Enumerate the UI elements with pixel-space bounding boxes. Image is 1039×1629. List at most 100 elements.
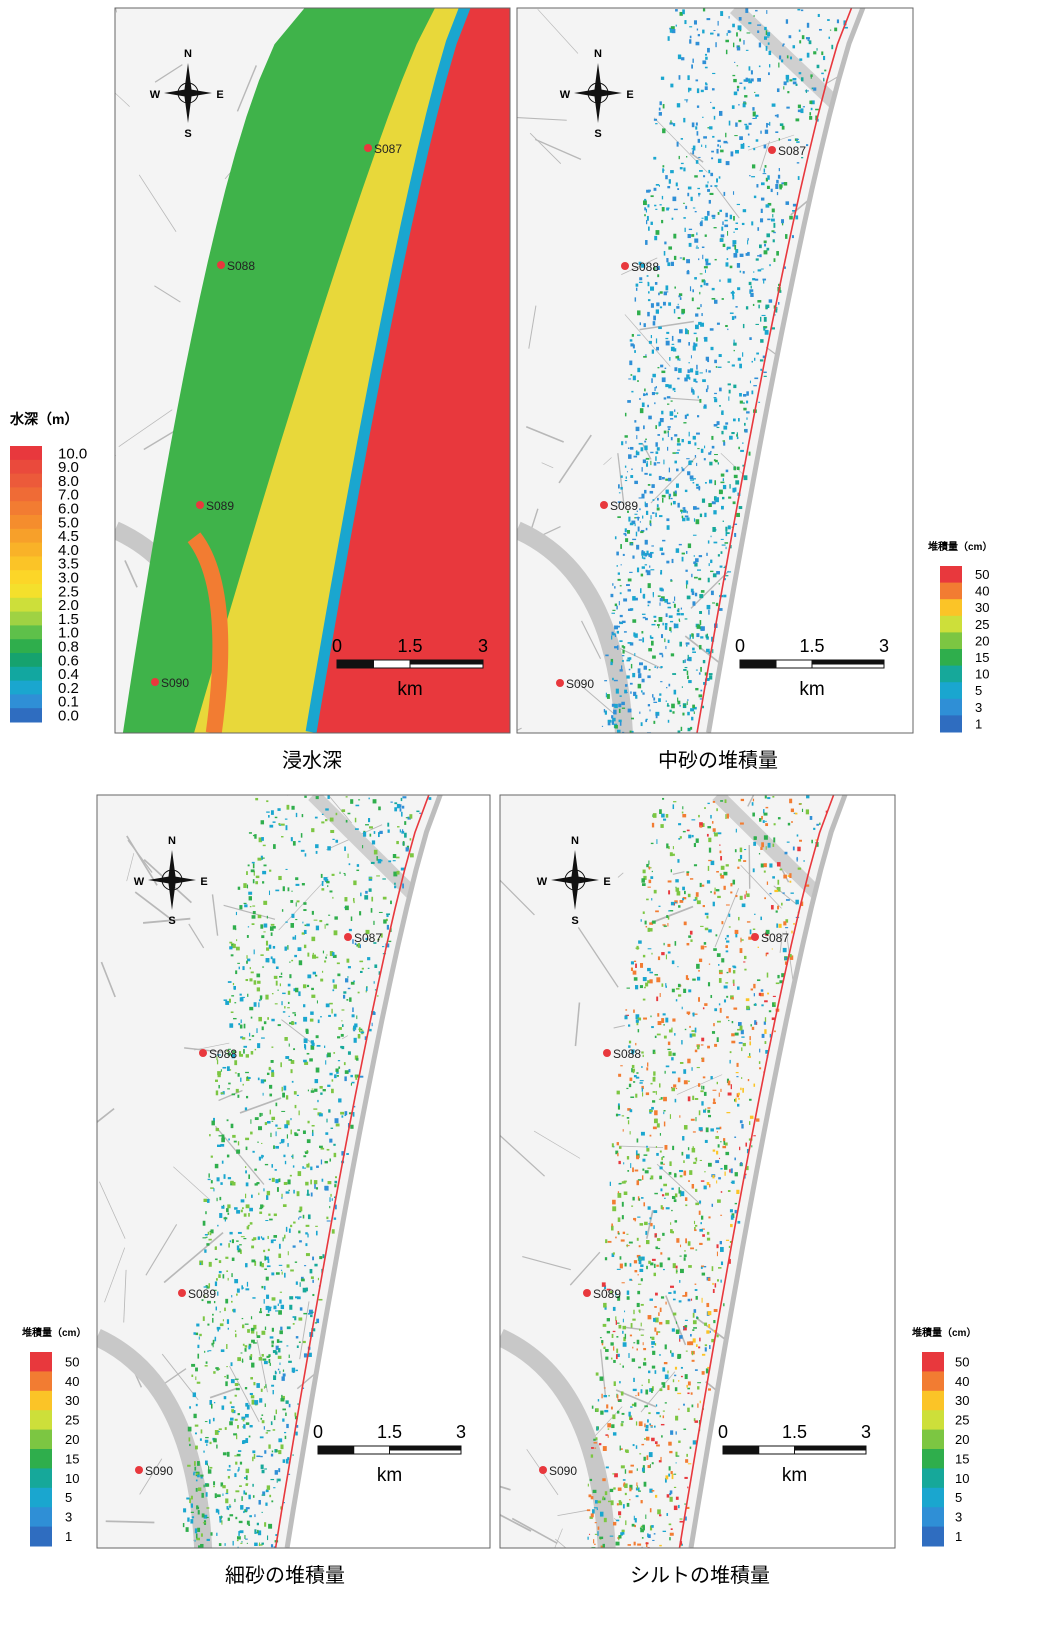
deposit-speck [630, 1465, 633, 1467]
deposit-speck [229, 942, 232, 944]
deposit-speck [655, 1370, 657, 1374]
deposit-speck [266, 1314, 270, 1316]
deposit-speck [666, 843, 668, 848]
deposit-speck [669, 179, 671, 184]
deposit-speck [227, 1088, 230, 1089]
deposit-speck [197, 1528, 200, 1532]
deposit-speck [761, 816, 763, 820]
deposit-speck [664, 251, 666, 256]
deposit-speck [598, 1399, 599, 1401]
deposit-speck [768, 843, 771, 848]
deposit-speck [625, 1493, 627, 1495]
deposit-speck [656, 997, 658, 1002]
deposit-speck [801, 77, 804, 81]
deposit-speck [262, 966, 264, 967]
deposit-speck [732, 24, 735, 28]
deposit-speck [231, 1124, 234, 1128]
deposit-speck [667, 396, 670, 398]
deposit-speck [315, 817, 318, 819]
deposit-speck [638, 1029, 639, 1032]
deposit-speck [764, 241, 767, 244]
deposit-speck [645, 1390, 648, 1395]
deposit-speck [706, 649, 710, 652]
deposit-speck [291, 960, 293, 961]
deposit-speck [735, 228, 738, 230]
deposit-speck [691, 234, 694, 237]
deposit-speck [688, 935, 691, 937]
deposit-speck [625, 684, 628, 687]
deposit-speck [704, 338, 707, 339]
deposit-speck [285, 819, 288, 820]
deposit-speck [646, 209, 647, 213]
deposit-speck [250, 1119, 251, 1123]
deposit-speck [688, 342, 690, 346]
deposit-speck [650, 286, 654, 290]
deposit-speck [702, 1273, 705, 1276]
deposit-speck [679, 1170, 683, 1172]
deposit-speck [639, 1421, 643, 1426]
deposit-speck [666, 915, 668, 918]
scale-seg [723, 1446, 759, 1454]
deposit-speck [677, 438, 680, 442]
deposit-speck [296, 1370, 298, 1371]
deposit-speck [673, 602, 675, 603]
deposit-speck [269, 1094, 272, 1097]
deposit-speck [293, 1323, 295, 1325]
deposit-speck [618, 579, 621, 581]
deposit-speck [698, 578, 701, 580]
deposit-speck [680, 836, 682, 838]
deposit-speck [652, 823, 654, 828]
deposit-speck [659, 108, 661, 111]
deposit-speck [248, 1225, 250, 1226]
deposit-speck [295, 1413, 297, 1417]
deposit-speck [281, 1140, 284, 1143]
deposit-speck [593, 1439, 595, 1441]
deposit-speck [374, 964, 377, 968]
legend-swatch [30, 1488, 52, 1508]
deposit-speck [703, 406, 706, 409]
deposit-speck [390, 802, 392, 803]
deposit-speck [215, 1259, 218, 1260]
deposit-speck [653, 157, 656, 160]
deposit-speck [672, 854, 675, 856]
station-dot [751, 933, 759, 941]
deposit-speck [325, 819, 327, 821]
deposit-speck [642, 1159, 645, 1162]
deposit-speck [653, 1225, 654, 1229]
deposit-speck [679, 1187, 680, 1191]
deposit-speck [338, 1027, 342, 1030]
deposit-speck [291, 837, 293, 841]
deposit-speck [419, 813, 421, 814]
deposit-speck [267, 1191, 270, 1195]
deposit-speck [774, 1031, 776, 1033]
deposit-speck [332, 952, 334, 956]
deposit-speck [629, 1488, 631, 1492]
deposit-speck [616, 1336, 618, 1338]
deposit-speck [632, 539, 636, 540]
deposit-speck [297, 1095, 299, 1096]
deposit-speck [321, 874, 323, 878]
station-dot [621, 262, 629, 270]
deposit-speck [249, 896, 252, 900]
deposit-speck [275, 1179, 278, 1183]
deposit-speck [315, 1322, 317, 1323]
deposit-speck [275, 1003, 278, 1004]
deposit-speck [245, 1166, 246, 1168]
deposit-speck [693, 1320, 697, 1324]
deposit-speck [721, 1191, 722, 1193]
deposit-speck [267, 1017, 269, 1020]
deposit-speck [749, 66, 751, 70]
deposit-speck [710, 33, 713, 35]
deposit-speck [739, 136, 743, 140]
deposit-speck [709, 462, 712, 466]
deposit-speck [760, 359, 763, 361]
deposit-speck [659, 476, 662, 480]
deposit-speck [308, 1121, 310, 1124]
deposit-speck [703, 1086, 705, 1090]
deposit-speck [644, 1405, 648, 1407]
deposit-speck [688, 88, 691, 90]
deposit-speck [288, 1361, 292, 1363]
deposit-speck [249, 1515, 252, 1517]
deposit-speck [282, 1272, 283, 1275]
deposit-speck [404, 821, 406, 825]
